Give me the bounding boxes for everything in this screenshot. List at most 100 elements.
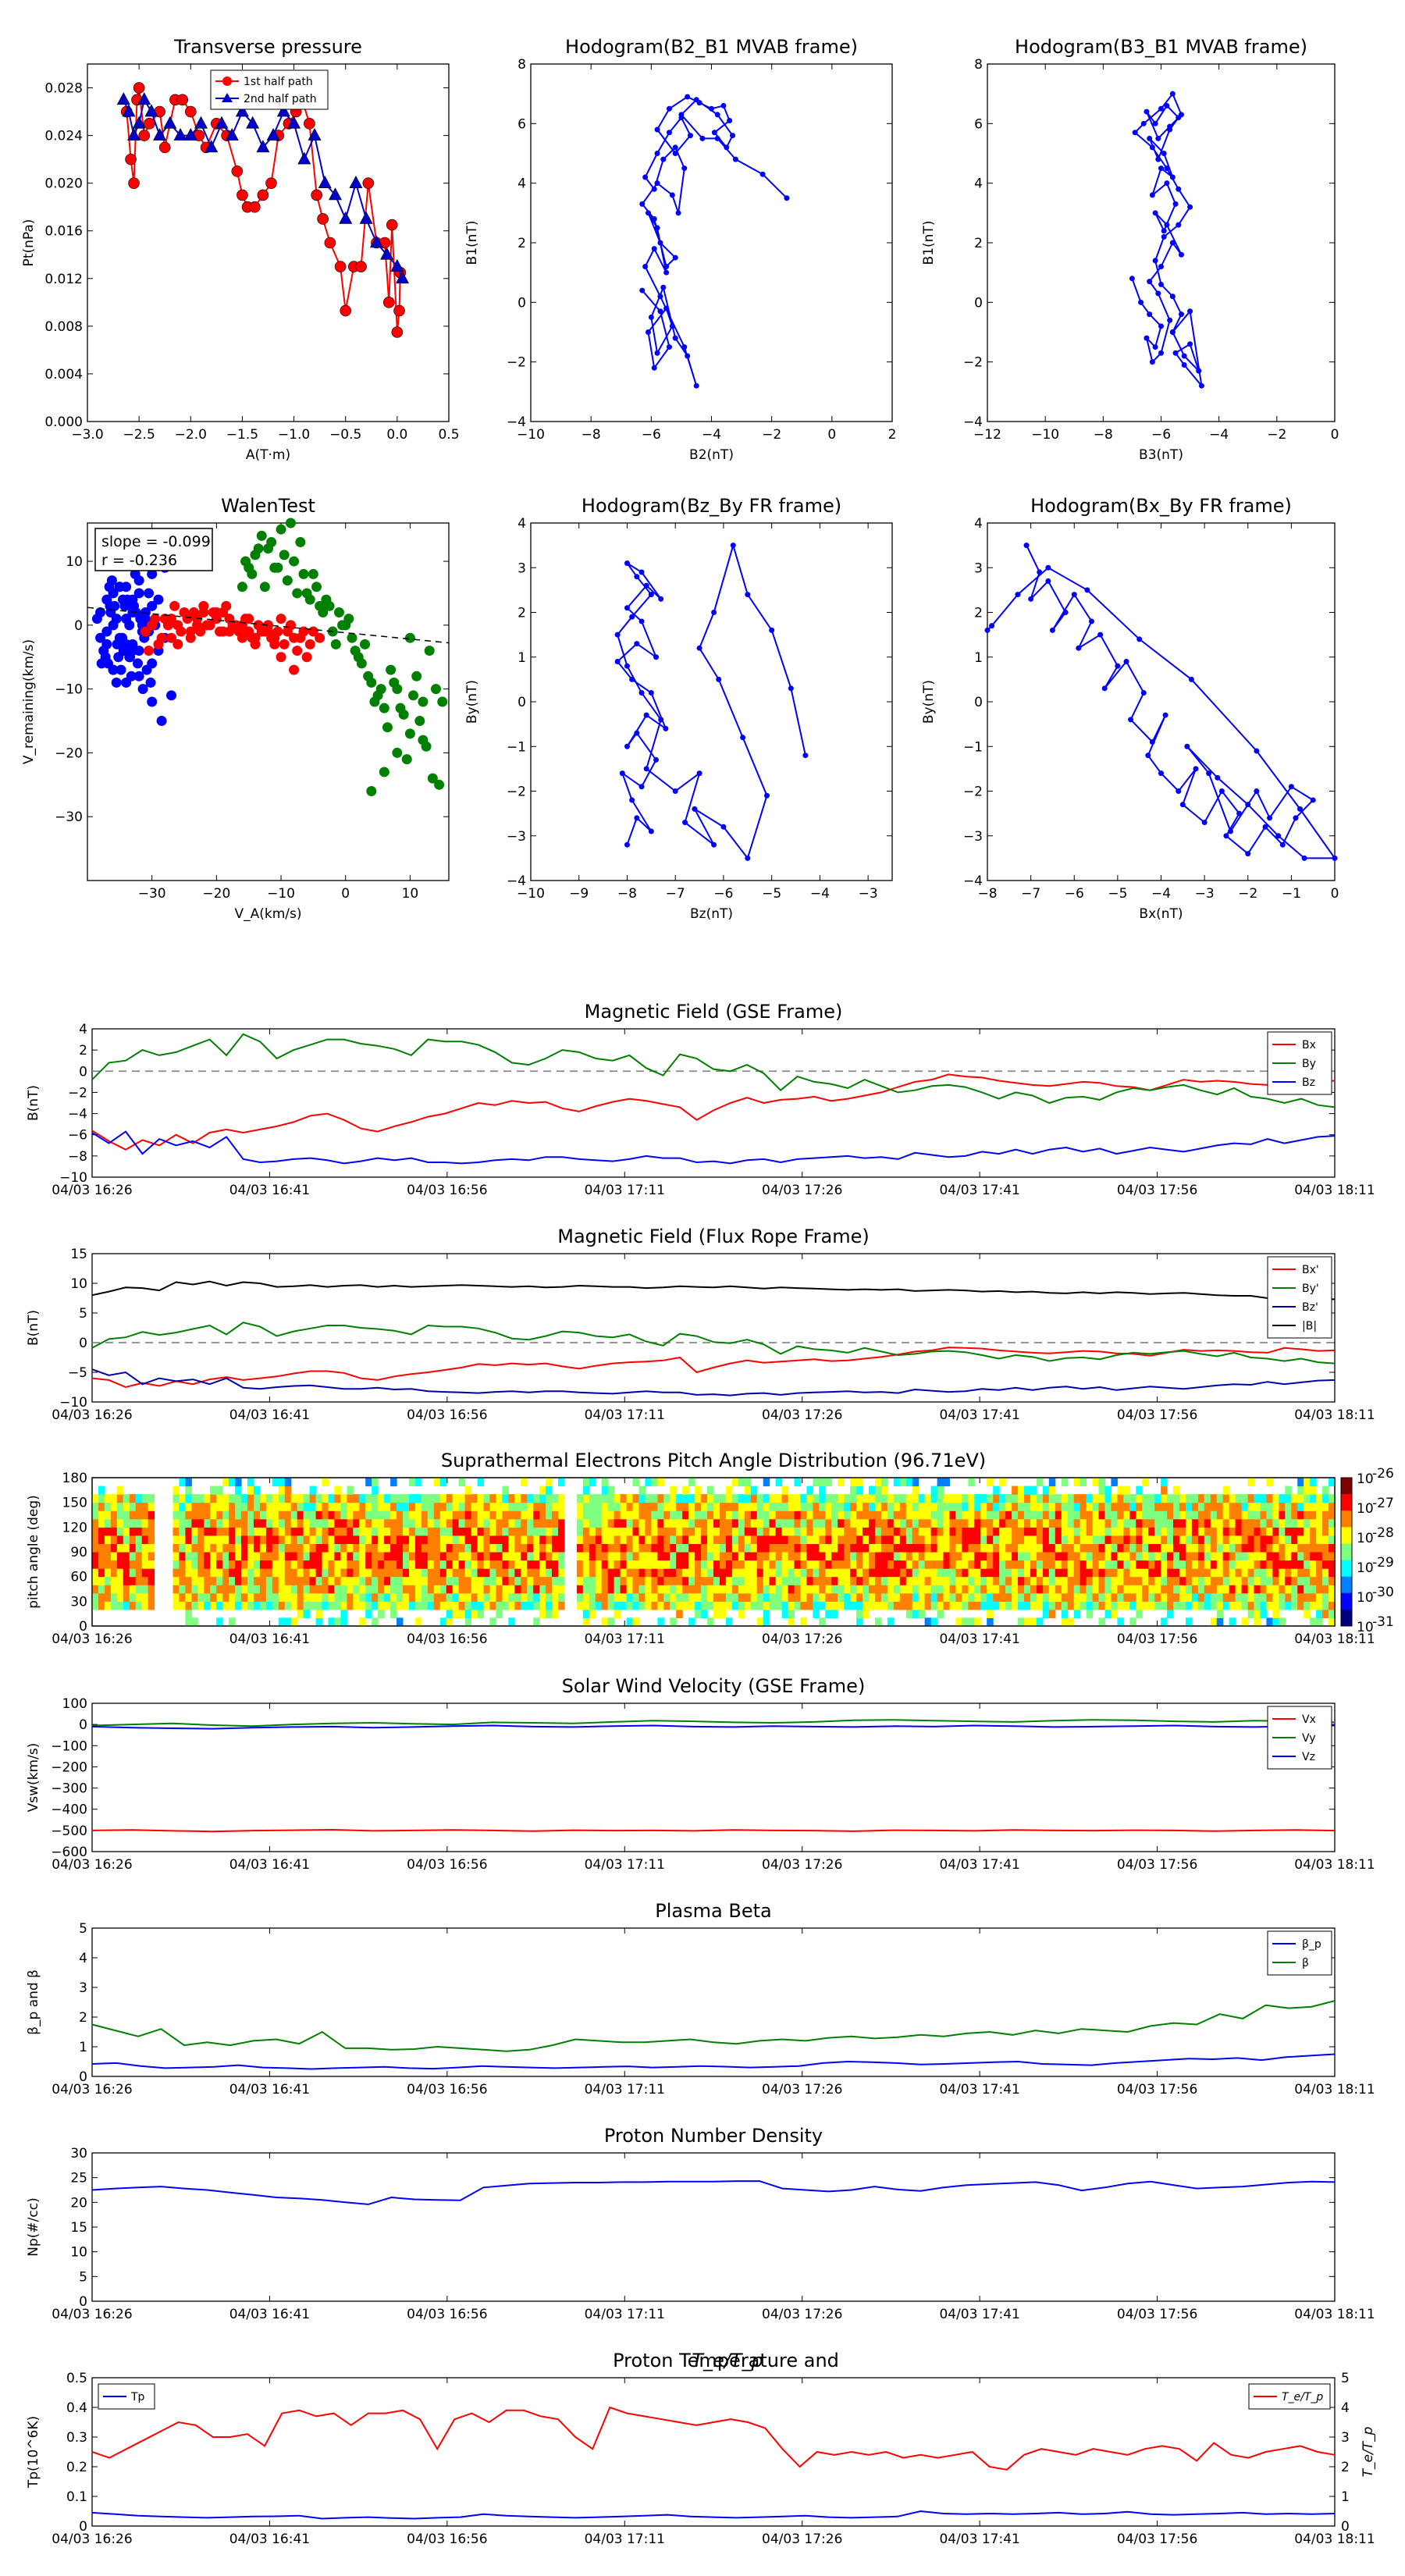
pad-cell	[1260, 1502, 1267, 1511]
walen-point	[318, 607, 329, 617]
pad-cell	[607, 1560, 615, 1569]
pad-cell	[539, 1552, 546, 1561]
pad-title: Suprathermal Electrons Pitch Angle Distr…	[441, 1450, 986, 1471]
pad-cell	[912, 1601, 919, 1610]
walen-point	[266, 537, 277, 548]
pad-cell	[1012, 1494, 1019, 1503]
h31-point	[1181, 353, 1187, 359]
pad-cell	[347, 1552, 354, 1561]
pad-cell	[769, 1552, 777, 1561]
pad-cell	[247, 1502, 254, 1511]
pad-cell	[372, 1568, 379, 1578]
pad-cell	[272, 1601, 279, 1610]
pad-cell	[1161, 1552, 1168, 1561]
hzy-ytick-label: −1	[507, 739, 526, 755]
pad-cell	[781, 1527, 789, 1536]
pad-cell	[521, 1552, 528, 1561]
pad-cell	[1080, 1576, 1087, 1585]
pad-cell	[707, 1527, 714, 1536]
pad-cell	[259, 1601, 267, 1610]
pad-cell	[135, 1494, 143, 1503]
h31-point	[1167, 317, 1173, 323]
pad-cell	[539, 1494, 546, 1503]
pad-cell	[1061, 1535, 1069, 1544]
pad-cell	[197, 1494, 205, 1503]
h21-point	[714, 135, 720, 141]
pad-cell	[756, 1552, 764, 1561]
pad-cell	[601, 1478, 609, 1487]
pad-cell	[322, 1576, 329, 1585]
pad-cell	[955, 1585, 962, 1594]
pad-cell	[241, 1510, 248, 1520]
beta-ytick-label: 0	[79, 2069, 87, 2085]
pad-cell	[937, 1535, 944, 1544]
pad-cell	[943, 1585, 950, 1594]
pad-cell	[247, 1585, 254, 1594]
pad-cell	[831, 1592, 838, 1602]
pad-cell	[452, 1568, 460, 1578]
pad-cell	[1048, 1552, 1056, 1561]
pad-cell	[993, 1592, 1000, 1602]
pad-cell	[1092, 1478, 1100, 1487]
pad-cell	[1197, 1560, 1205, 1569]
pad-cell	[1148, 1585, 1155, 1594]
pad-cell	[987, 1552, 994, 1561]
pad-cell	[521, 1543, 528, 1553]
pad-cell	[452, 1543, 460, 1553]
pad-cell	[620, 1518, 628, 1528]
pad-cell	[135, 1535, 143, 1544]
pad-cell	[1241, 1576, 1249, 1585]
pad-cell	[794, 1510, 801, 1520]
pad-colorbar-exponent: -27	[1372, 1496, 1394, 1511]
pad-cell	[930, 1552, 938, 1561]
tp-point	[249, 201, 261, 213]
pad-cell	[1222, 1494, 1230, 1503]
pad-cell	[1142, 1552, 1149, 1561]
pad-cell	[744, 1543, 752, 1553]
pad-cell	[552, 1552, 559, 1561]
pad-cell	[409, 1552, 416, 1561]
pad-cell	[1241, 1560, 1249, 1569]
pad-cell	[676, 1609, 683, 1618]
pad-cell	[241, 1592, 248, 1602]
h31-ytick-label: 0	[974, 295, 983, 311]
pad-cell	[471, 1601, 478, 1610]
pad-cell	[1279, 1543, 1286, 1553]
pad-cell	[775, 1552, 783, 1561]
pad-cell	[1142, 1576, 1149, 1585]
h31-point	[1164, 222, 1170, 228]
pad-cell	[731, 1502, 739, 1511]
pad-cell	[1216, 1585, 1224, 1594]
pad-cell	[141, 1502, 149, 1511]
pad-cell	[1279, 1494, 1286, 1503]
pad-cell	[731, 1585, 739, 1594]
pad-cell	[763, 1502, 770, 1511]
pad-xtick-label: 04/03 17:11	[585, 1631, 665, 1647]
pad-cell	[1136, 1485, 1143, 1495]
pad-cell	[303, 1502, 311, 1511]
pad-cell	[819, 1518, 826, 1528]
pad-cell	[1080, 1601, 1087, 1610]
pad-cell	[1254, 1576, 1261, 1585]
pad-cell	[974, 1518, 981, 1528]
bfr-ytick-label: 10	[70, 1276, 87, 1292]
pad-cell	[278, 1518, 286, 1528]
pad-cell	[695, 1568, 702, 1578]
pad-cell	[265, 1585, 273, 1594]
pad-cell	[844, 1552, 851, 1561]
pad-cell	[663, 1601, 670, 1610]
pad-cell	[1048, 1576, 1056, 1585]
pad-cell	[185, 1478, 192, 1487]
pad-cell	[135, 1601, 143, 1610]
pad-cell	[813, 1527, 820, 1536]
pad-cell	[1204, 1510, 1211, 1520]
pad-cell	[315, 1576, 323, 1585]
pad-cell	[595, 1510, 603, 1520]
pad-cell	[825, 1601, 832, 1610]
pad-cell	[384, 1585, 391, 1594]
np-ytick-label: 30	[70, 2146, 87, 2161]
pad-cell	[670, 1560, 677, 1569]
pad-cell	[645, 1576, 652, 1585]
pad-cell	[819, 1552, 826, 1561]
pad-cell	[707, 1518, 714, 1528]
